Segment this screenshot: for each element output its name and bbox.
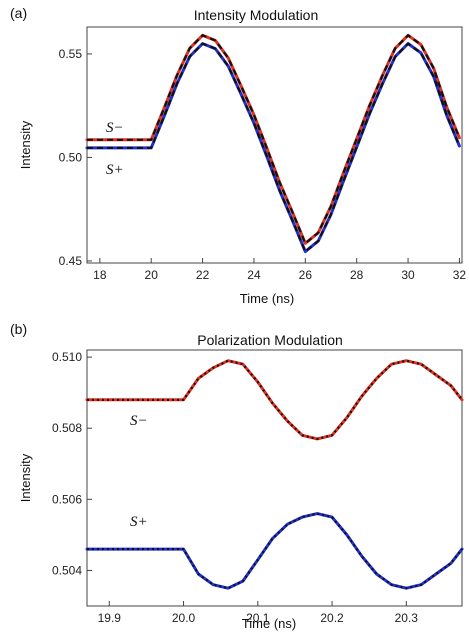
y-tick-label: 0.508 — [52, 421, 82, 435]
panel-a-lines — [85, 33, 461, 254]
panel-b-ticks: 19.9 20.0 20.1 20.2 20.3 0.504 0.506 0.508 0.510 — [52, 350, 418, 625]
panel-b-lines — [85, 359, 464, 590]
x-tick-label: 20 — [145, 268, 159, 282]
y-tick-label: 0.506 — [52, 492, 82, 506]
panel-a-xlabel: Time (ns) — [240, 291, 294, 306]
panel-a-title: Intensity Modulation — [194, 7, 319, 23]
panel-b-series-label-s-minus: S− — [130, 413, 148, 429]
x-tick-label: 30 — [401, 268, 415, 282]
x-tick-label: 20.3 — [395, 611, 419, 625]
x-tick-label: 20.2 — [320, 611, 344, 625]
fit-line-s-plus — [87, 512, 463, 590]
x-tick-label: 18 — [93, 268, 107, 282]
panel-a-ticks: 18 20 22 24 26 28 30 32 0.45 0.50 0.55 — [59, 47, 467, 282]
panel-a-label: (a) — [10, 5, 27, 21]
panel-a-ylabel: Intensity — [18, 120, 33, 169]
x-tick-label: 20.0 — [172, 611, 196, 625]
x-tick-label: 19.9 — [98, 611, 122, 625]
x-tick-label: 32 — [453, 268, 467, 282]
panel-b-label: (b) — [10, 321, 27, 337]
panel-b-series-label-s-plus: S+ — [130, 514, 148, 530]
panel-a: (a) Intensity Modulation 18 20 22 24 26 28 30 3… — [10, 5, 466, 306]
y-tick-label: 0.50 — [59, 150, 83, 164]
y-tick-label: 0.55 — [59, 47, 83, 61]
x-tick-label: 26 — [299, 268, 313, 282]
panel-b: (b) Polarization Modulation 19.9 20.0 20.1… — [10, 321, 464, 631]
panel-b-title: Polarization Modulation — [197, 332, 343, 348]
y-tick-label: 0.45 — [59, 254, 83, 268]
panel-b-plot-frame — [86, 349, 463, 607]
fit-line-s-minus — [87, 359, 463, 440]
fit-line-s-minus — [87, 34, 461, 245]
fit-line-s-plus — [87, 42, 461, 253]
y-tick-label: 0.510 — [52, 350, 82, 364]
y-tick-label: 0.504 — [52, 563, 82, 577]
panel-b-ylabel: Intensity — [18, 453, 33, 502]
panel-a-series-label-s-minus: S− — [106, 120, 124, 136]
panel-b-xlabel: Time (ns) — [242, 616, 296, 631]
panel-a-plot-frame — [86, 26, 463, 264]
x-tick-label: 28 — [350, 268, 364, 282]
x-tick-label: 22 — [196, 268, 210, 282]
panel-a-series-label-s-plus: S+ — [106, 162, 124, 178]
x-tick-label: 20.1 — [246, 611, 270, 625]
x-tick-label: 24 — [247, 268, 261, 282]
